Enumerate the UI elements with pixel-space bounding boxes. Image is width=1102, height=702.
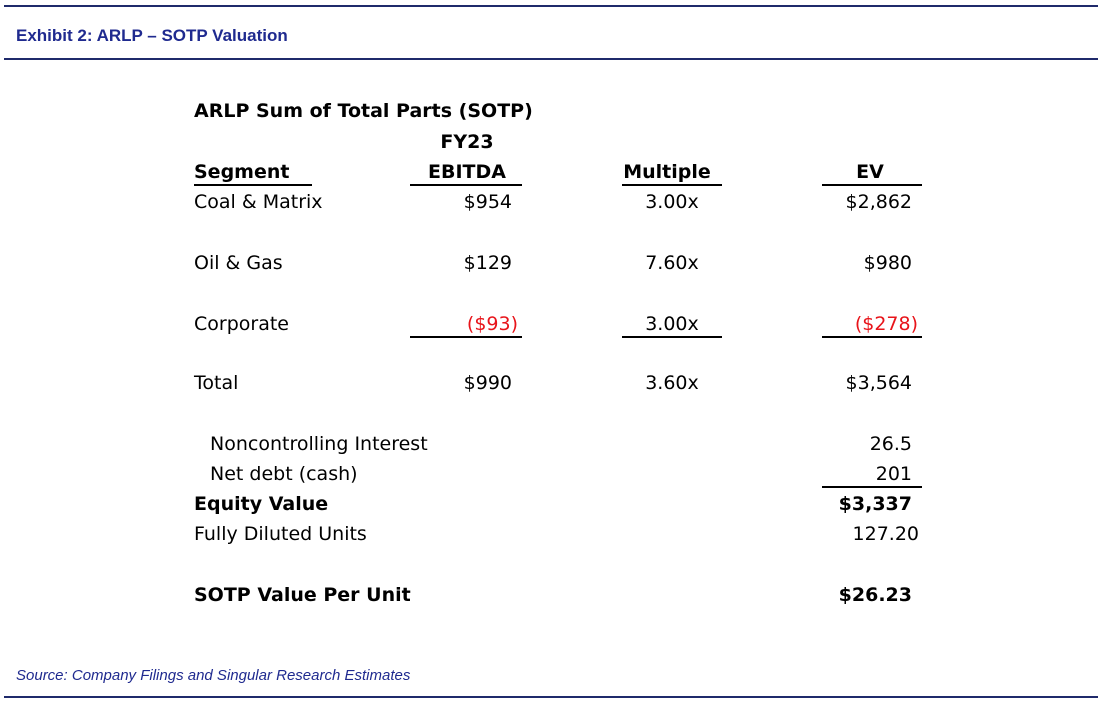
sotp-value-per-unit-label: SOTP Value Per Unit: [194, 584, 411, 606]
row-multiple-coal: 3.00x: [645, 191, 699, 213]
row-multiple-oil-gas: 7.60x: [645, 252, 699, 274]
subtotal-underline-ev: [822, 336, 922, 338]
row-ebitda-oil-gas: $129: [463, 252, 512, 274]
header-ev: EV: [856, 161, 884, 183]
source-note: Source: Company Filings and Singular Res…: [16, 667, 411, 684]
header-underline-segment: [194, 184, 312, 186]
row-ev-total: $3,564: [845, 372, 912, 394]
row-ebitda-total: $990: [463, 372, 512, 394]
subtotal-underline-ebitda: [410, 336, 522, 338]
top-rule: [4, 5, 1098, 7]
row-ebitda-corporate: ($93): [466, 313, 518, 335]
equity-value: $3,337: [838, 493, 912, 515]
row-segment-corporate: Corporate: [194, 313, 289, 335]
exhibit-title: Exhibit 2: ARLP – SOTP Valuation: [16, 26, 288, 45]
fully-diluted-units-label: Fully Diluted Units: [194, 523, 367, 545]
header-underline-ev: [822, 184, 922, 186]
row-multiple-total: 3.60x: [645, 372, 699, 394]
noncontrolling-interest-value: 26.5: [869, 433, 912, 455]
row-segment-coal: Coal & Matrix: [194, 191, 323, 213]
header-ebitda: EBITDA: [428, 161, 506, 183]
header-fy23: FY23: [440, 131, 494, 153]
row-ebitda-coal: $954: [463, 191, 512, 213]
equity-underline: [822, 486, 922, 488]
row-segment-oil-gas: Oil & Gas: [194, 252, 283, 274]
row-ev-oil-gas: $980: [863, 252, 912, 274]
header-segment: Segment: [194, 161, 290, 183]
net-debt-label: Net debt (cash): [210, 463, 358, 485]
net-debt-value: 201: [875, 463, 912, 485]
header-underline-ebitda: [410, 184, 522, 186]
row-multiple-corporate: 3.00x: [645, 313, 699, 335]
bottom-rule: [4, 696, 1098, 698]
noncontrolling-interest-label: Noncontrolling Interest: [210, 433, 428, 455]
table-title: ARLP Sum of Total Parts (SOTP): [194, 100, 533, 122]
row-ev-corporate: ($278): [854, 313, 918, 335]
header-multiple: Multiple: [623, 161, 711, 183]
header-underline-multiple: [622, 184, 722, 186]
fully-diluted-units-value: 127.20: [852, 523, 919, 545]
row-segment-total: Total: [194, 372, 239, 394]
sotp-value-per-unit: $26.23: [838, 584, 912, 606]
equity-value-label: Equity Value: [194, 493, 329, 515]
row-ev-coal: $2,862: [845, 191, 912, 213]
subtotal-underline-multiple: [622, 336, 722, 338]
header-rule: [4, 58, 1098, 60]
